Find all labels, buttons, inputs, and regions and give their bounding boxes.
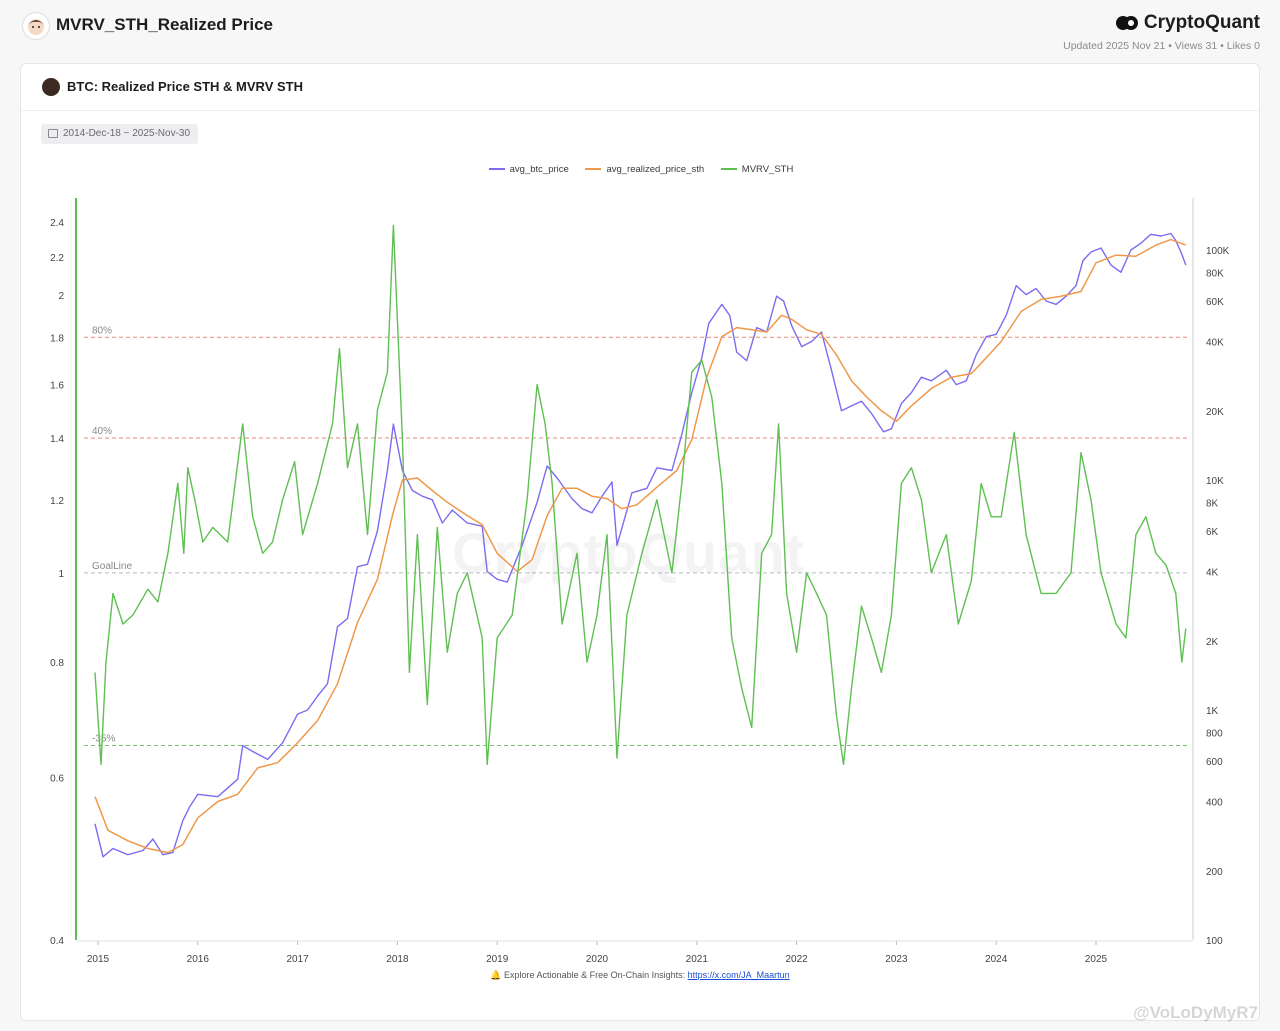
overlay-watermark: @VoLoDyMyR7 <box>1133 1003 1258 1022</box>
left-tick-label: 1 <box>58 569 64 580</box>
x-tick-label: 2025 <box>1085 954 1108 965</box>
left-tick-label: 1.8 <box>50 333 64 344</box>
reference-line-label: 40% <box>92 426 112 437</box>
right-tick-label: 4K <box>1206 568 1219 579</box>
avatar-illustration-icon <box>28 19 44 35</box>
x-tick-label: 2024 <box>985 954 1008 965</box>
footer-link[interactable]: https://x.com/JA_Maartun <box>687 970 790 980</box>
reference-line-label: GoalLine <box>92 561 132 572</box>
x-tick-label: 2017 <box>286 954 309 965</box>
x-tick-label: 2022 <box>785 954 808 965</box>
brand-name: CryptoQuant <box>1143 12 1260 33</box>
card-title: BTC: Realized Price STH & MVRV STH <box>67 79 303 94</box>
right-tick-label: 10K <box>1206 476 1224 487</box>
x-tick-label: 2021 <box>686 954 709 965</box>
legend-swatch-btc-price <box>488 168 505 171</box>
x-tick-label: 2020 <box>586 954 609 965</box>
right-tick-label: 600 <box>1206 757 1223 768</box>
footer-note: 🔔 Explore Actionable & Free On-Chain Ins… <box>0 970 1280 981</box>
series-line-avg-btc-price <box>94 232 1187 858</box>
chart-card: BTC: Realized Price STH & MVRV STH 2014-… <box>20 63 1260 1021</box>
series-line-avg-realized-price-sth <box>94 238 1187 854</box>
right-tick-label: 20K <box>1206 407 1224 418</box>
post-meta: Updated 2025 Nov 21 • Views 31 • Likes 0 <box>1063 40 1260 52</box>
right-tick-label: 1K <box>1206 706 1219 717</box>
right-tick-label: 80K <box>1206 268 1224 279</box>
x-tick-label: 2015 <box>87 954 110 965</box>
x-tick-label: 2018 <box>386 954 409 965</box>
author-avatar[interactable] <box>22 12 50 40</box>
legend-label-mvrv: MVRV_STH <box>741 164 794 175</box>
left-tick-label: 0.8 <box>50 658 64 669</box>
legend-item-btc-price[interactable]: avg_btc_price <box>488 164 569 175</box>
right-tick-label: 200 <box>1206 867 1223 878</box>
series-line-mvrv-sth <box>94 224 1187 766</box>
left-tick-label: 0.6 <box>50 774 64 785</box>
right-tick-label: 100K <box>1206 246 1230 257</box>
x-tick-label: 2019 <box>486 954 509 965</box>
right-tick-label: 6K <box>1206 527 1219 538</box>
right-tick-label: 2K <box>1206 637 1219 648</box>
reference-line-label: -35% <box>92 733 115 744</box>
brand-logo[interactable]: CryptoQuant <box>1115 12 1260 34</box>
left-tick-label: 0.4 <box>50 936 64 947</box>
right-tick-label: 60K <box>1206 297 1224 308</box>
top-bar: MVRV_STH_Realized Price CryptoQuant Upda… <box>0 0 1280 62</box>
footer-bell-icon: 🔔 <box>490 970 502 980</box>
legend-label-realized-price: avg_realized_price_sth <box>606 164 705 175</box>
legend-item-realized-price[interactable]: avg_realized_price_sth <box>585 164 704 175</box>
left-tick-label: 1.2 <box>50 496 64 507</box>
right-tick-label: 100 <box>1206 936 1223 947</box>
reference-line-label: 80% <box>92 325 112 336</box>
chart-legend: avg_btc_price avg_realized_price_sth MVR… <box>21 164 1261 175</box>
left-tick-label: 1.4 <box>50 434 64 445</box>
cryptoquant-logo-icon <box>1115 14 1138 32</box>
calendar-icon <box>48 129 58 138</box>
legend-swatch-realized-price <box>585 168 602 171</box>
right-tick-label: 400 <box>1206 798 1223 809</box>
legend-item-mvrv[interactable]: MVRV_STH <box>720 164 794 175</box>
left-tick-label: 1.6 <box>50 380 64 391</box>
x-tick-label: 2023 <box>885 954 908 965</box>
card-header: BTC: Realized Price STH & MVRV STH <box>21 64 1259 111</box>
footer-text: Explore Actionable & Free On-Chain Insig… <box>504 970 688 980</box>
right-tick-label: 40K <box>1206 338 1224 349</box>
date-range-text: 2014-Dec-18 ~ 2025-Nov-30 <box>63 128 191 139</box>
x-tick-label: 2016 <box>187 954 210 965</box>
date-range-picker[interactable]: 2014-Dec-18 ~ 2025-Nov-30 <box>41 124 199 144</box>
left-tick-label: 2 <box>58 291 64 302</box>
right-tick-label: 8K <box>1206 498 1219 509</box>
card-author-avatar[interactable] <box>42 78 60 96</box>
right-tick-label: 800 <box>1206 728 1223 739</box>
legend-label-btc-price: avg_btc_price <box>509 164 569 175</box>
left-tick-label: 2.4 <box>50 218 64 229</box>
page-title: MVRV_STH_Realized Price <box>56 15 273 34</box>
left-tick-label: 2.2 <box>50 253 64 264</box>
legend-swatch-mvrv <box>720 168 737 171</box>
